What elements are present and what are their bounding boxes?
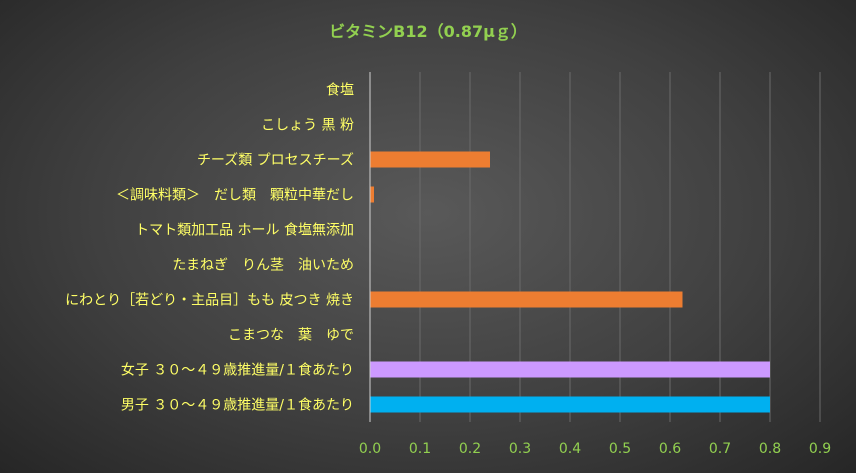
bar [370, 151, 490, 168]
x-tick-label: 0.8 [759, 441, 781, 457]
category-label: にわとり［若どり・主品目］もも 皮つき 焼き [65, 293, 354, 309]
category-label: ＜調味料類＞ だし類 顆粒中華だし [116, 188, 354, 204]
x-tick-label: 0.2 [459, 441, 481, 457]
grid-layer [419, 72, 821, 422]
category-label: こまつな 葉 ゆで [228, 328, 354, 344]
bar [370, 396, 770, 413]
category-label: 男子 ３０～４９歳推進量/１食あたり [121, 397, 354, 414]
category-label: トマト類加工品 ホール 食塩無添加 [135, 222, 354, 239]
category-label: たまねぎ りん茎 油いため [172, 258, 354, 274]
x-tick-label: 0.6 [659, 441, 681, 457]
bar [370, 186, 374, 203]
bar [370, 291, 683, 308]
x-tick-label: 0.7 [709, 441, 731, 457]
category-label: チーズ類 プロセスチーズ [197, 153, 354, 169]
bar [370, 361, 770, 378]
x-tick-label: 0.5 [609, 441, 631, 457]
x-tick-label: 0.3 [509, 441, 531, 457]
x-tick-labels: 0.0 0.1 0.2 0.3 0.4 0.5 0.6 0.7 0.8 0.9 [359, 441, 831, 457]
chart-title: ビタミンB12（0.87μｇ） [329, 22, 527, 42]
category-label: 女子 ３０～４９歳推進量/１食あたり [121, 362, 354, 379]
x-tick-label: 0.1 [409, 441, 431, 457]
x-tick-label: 0.0 [359, 441, 381, 457]
category-label: 食塩 [326, 82, 354, 99]
bars-layer [370, 151, 770, 413]
x-tick-label: 0.4 [559, 441, 581, 457]
category-label: こしょう 黒 粉 [261, 118, 354, 134]
x-tick-label: 0.9 [809, 441, 831, 457]
